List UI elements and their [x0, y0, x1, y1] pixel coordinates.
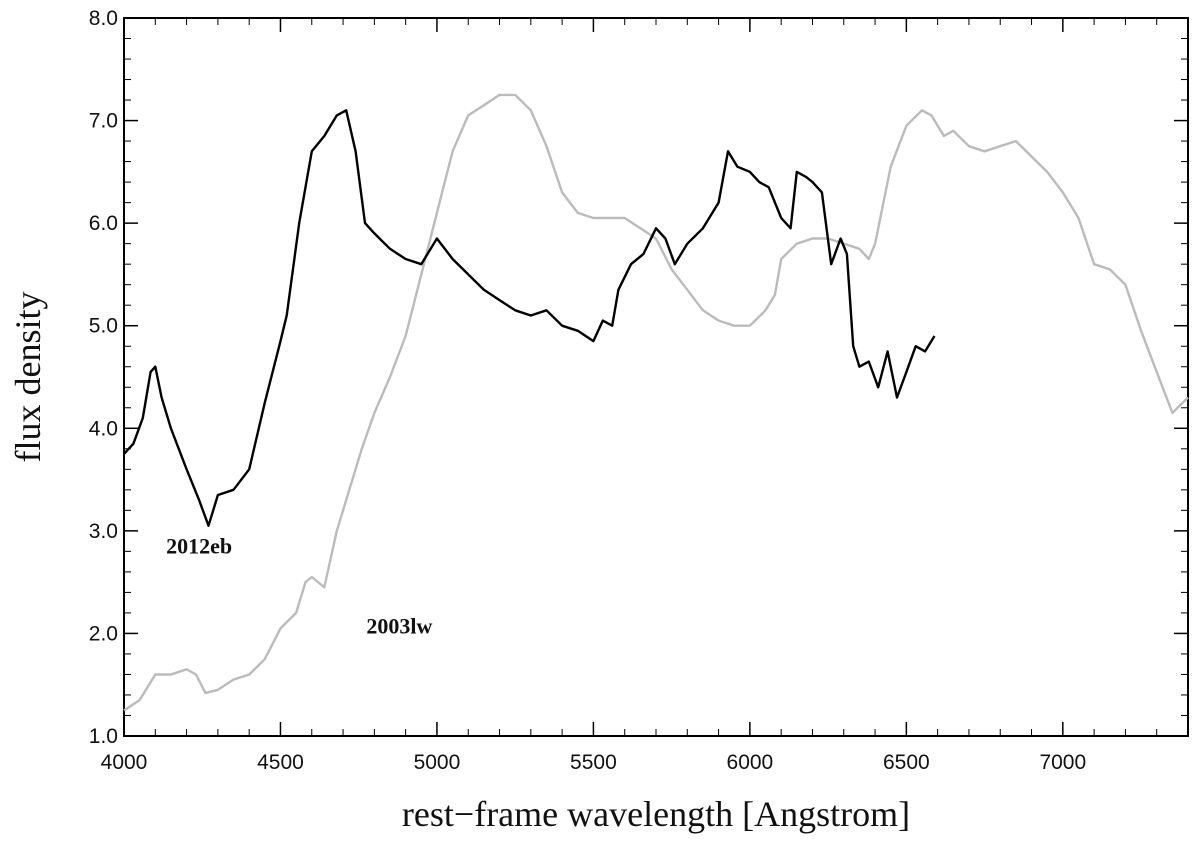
- x-axis-title: rest−frame wavelength [Angstrom]: [402, 794, 910, 834]
- y-tick-label: 4.0: [89, 417, 118, 440]
- series-labels: 2012eb 2003lw: [166, 533, 432, 638]
- series-label-2003lw: 2003lw: [366, 613, 432, 638]
- y-tick-label: 6.0: [89, 212, 118, 235]
- series-line-2003lw: [123, 93, 1189, 712]
- plot-frame: [123, 17, 1189, 737]
- x-tick-label: 6500: [883, 751, 930, 774]
- x-tick-label: 7000: [1039, 751, 1086, 774]
- axis-ticks: [123, 17, 1188, 737]
- y-tick-label: 7.0: [89, 110, 118, 133]
- y-tick-label: 8.0: [89, 7, 118, 30]
- y-tick-label: 1.0: [89, 725, 118, 748]
- y-tick-label: 2.0: [89, 622, 118, 645]
- x-tick-label: 5000: [414, 751, 461, 774]
- y-axis-title: flux density: [8, 292, 48, 463]
- x-tick-label: 6000: [727, 751, 774, 774]
- x-tick-label: 5500: [570, 751, 617, 774]
- y-tick-label: 3.0: [89, 520, 118, 543]
- series-lines: [123, 93, 1189, 712]
- y-tick-label: 5.0: [89, 315, 118, 338]
- x-tick-label: 4000: [101, 751, 148, 774]
- x-tick-label: 4500: [257, 751, 304, 774]
- series-line-2012eb: [123, 109, 936, 527]
- x-tick-labels: 4000 4500 5000 5500 6000 6500 7000: [101, 751, 1087, 774]
- series-label-2012eb: 2012eb: [166, 533, 232, 558]
- y-tick-labels: 1.0 2.0 3.0 4.0 5.0 6.0 7.0 8.0: [89, 7, 118, 748]
